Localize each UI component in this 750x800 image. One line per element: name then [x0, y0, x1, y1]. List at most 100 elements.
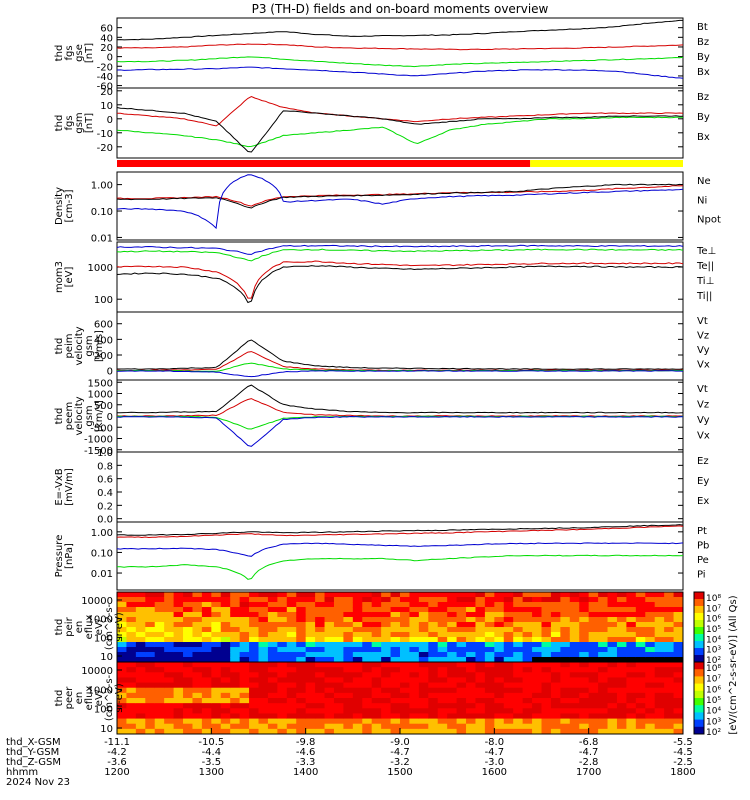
heatmap-cell	[296, 617, 307, 623]
heatmap-cell	[428, 677, 439, 684]
heatmap-cell	[381, 642, 392, 648]
heatmap-cell	[135, 642, 146, 648]
heatmap-cell	[173, 637, 184, 643]
legend-label-Vt: Vt	[697, 384, 708, 395]
heatmap-cell	[579, 687, 590, 694]
heatmap-cell	[230, 718, 241, 725]
heatmap-cell	[154, 677, 165, 684]
heatmap-cell	[277, 723, 288, 730]
heatmap-cell	[286, 617, 297, 623]
heatmap-cell	[635, 592, 646, 598]
heatmap-cell	[126, 662, 137, 668]
heatmap-cell	[117, 637, 127, 643]
heatmap-cell	[541, 622, 552, 628]
heatmap-cell	[390, 592, 401, 598]
heatmap-cell	[447, 698, 458, 704]
heatmap-cell	[513, 617, 524, 623]
heatmap-cell	[258, 708, 269, 714]
heatmap-cell	[579, 672, 590, 678]
heatmap-cell	[249, 602, 259, 608]
heatmap-cell	[588, 622, 599, 628]
heatmap-cell	[635, 708, 646, 714]
heatmap-cell	[532, 662, 542, 668]
heatmap-cell	[173, 667, 184, 673]
status-segment-0	[117, 160, 531, 167]
heatmap-cell	[352, 698, 363, 704]
heatmap-cell	[532, 657, 542, 663]
heatmap-cell	[664, 662, 675, 668]
heatmap-cell	[117, 723, 127, 730]
heatmap-cell	[503, 647, 514, 653]
series-line-Npot	[116, 174, 684, 230]
heatmap-cell	[428, 647, 439, 653]
heatmap-cell	[239, 627, 250, 633]
heatmap-cell	[126, 713, 137, 720]
heatmap-cell	[541, 632, 552, 638]
heatmap-cell	[626, 692, 637, 699]
heatmap-cell	[673, 607, 684, 613]
legend-label-Te||: Te||	[696, 261, 714, 272]
heatmap-cell	[626, 667, 637, 673]
colorbar-swatch	[694, 712, 704, 721]
heatmap-cell	[428, 657, 439, 663]
heatmap-cell	[635, 617, 646, 623]
heatmap-cell	[532, 617, 542, 623]
heatmap-cell	[635, 647, 646, 653]
heatmap-cell	[400, 617, 410, 623]
heatmap-cell	[588, 708, 599, 714]
heatmap-cell	[484, 607, 495, 613]
heatmap-cell	[258, 703, 269, 709]
heatmap-cell	[428, 708, 439, 714]
heatmap-cell	[550, 647, 561, 653]
heatmap-cell	[258, 728, 269, 735]
y-tick-label: 0	[107, 53, 113, 64]
heatmap-cell	[145, 622, 156, 628]
heatmap-cell	[117, 632, 127, 638]
series-line-Pi	[116, 542, 684, 557]
heatmap-cell	[645, 637, 656, 643]
heatmap-cell	[541, 612, 552, 618]
heatmap-cell	[362, 667, 373, 673]
heatmap-cell	[437, 677, 448, 684]
heatmap-cell	[117, 662, 127, 668]
heatmap-cell	[183, 607, 193, 613]
heatmap-cell	[173, 617, 184, 623]
heatmap-cell	[183, 597, 193, 603]
heatmap-cell	[164, 597, 175, 603]
heatmap-cell	[117, 677, 127, 684]
heatmap-cell	[192, 667, 203, 673]
heatmap-cell	[267, 647, 278, 653]
heatmap-cell	[616, 647, 627, 653]
heatmap-cell	[333, 677, 344, 684]
heatmap-cell	[352, 677, 363, 684]
heatmap-cell	[267, 723, 278, 730]
heatmap-cell	[456, 607, 467, 613]
heatmap-cell	[550, 597, 561, 603]
colorbar-swatch	[694, 641, 704, 649]
heatmap-cell	[635, 692, 646, 699]
heatmap-cell	[654, 728, 665, 735]
heatmap-cell	[484, 672, 495, 678]
heatmap-cell	[211, 617, 222, 623]
heatmap-cell	[541, 657, 552, 663]
heatmap-cell	[550, 637, 561, 643]
heatmap-cell	[616, 627, 627, 633]
heatmap-cell	[220, 672, 231, 678]
heatmap-cell	[522, 672, 533, 678]
heatmap-cell	[201, 718, 212, 725]
heatmap-cell	[654, 647, 665, 653]
heatmap-cell	[456, 657, 467, 663]
heatmap-cell	[192, 692, 203, 699]
heatmap-cell	[418, 597, 429, 603]
heatmap-cell	[352, 713, 363, 720]
heatmap-cell	[418, 662, 429, 668]
heatmap-cell	[230, 642, 241, 648]
heatmap-cell	[494, 672, 505, 678]
heatmap-cell	[569, 692, 580, 699]
heatmap-cell	[154, 597, 165, 603]
heatmap-cell	[475, 627, 486, 633]
heatmap-cell	[390, 632, 401, 638]
heatmap-cell	[164, 657, 175, 663]
heatmap-cell	[305, 692, 316, 699]
heatmap-cell	[532, 667, 542, 673]
